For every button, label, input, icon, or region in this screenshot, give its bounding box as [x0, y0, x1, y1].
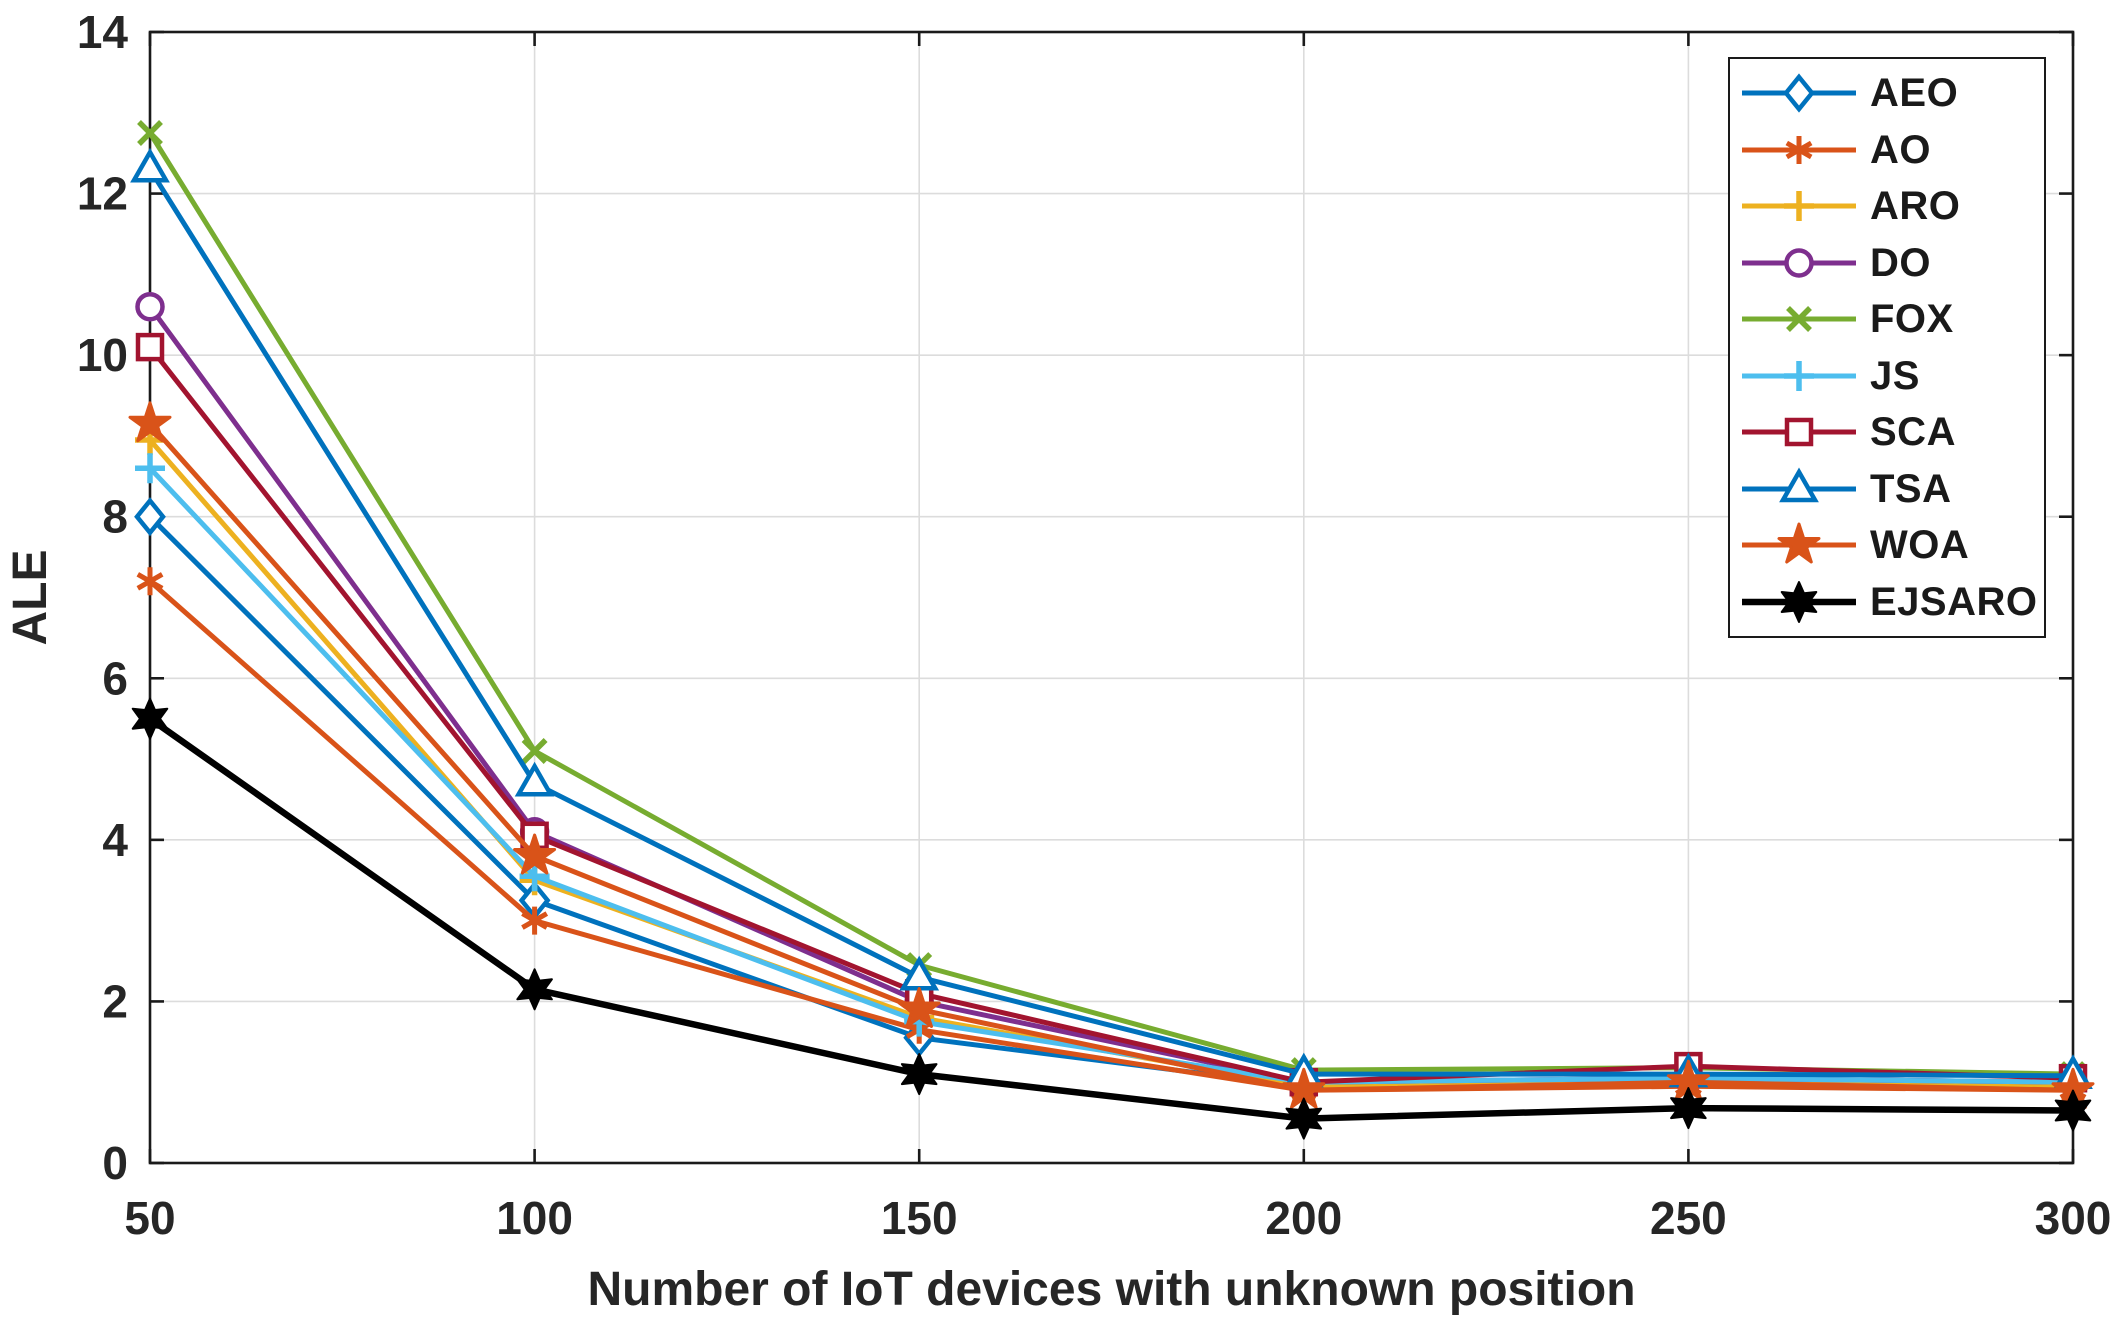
legend-item-SCA: SCA: [1740, 409, 2044, 455]
y-axis-title: ALE: [4, 550, 57, 646]
data-point-AO-50: [136, 567, 164, 596]
legend-item-label: WOA: [1870, 523, 1970, 568]
data-point-AEO-50: [134, 497, 166, 537]
y-tick-label: 14: [77, 6, 129, 58]
legend-swatch-x-icon: [1742, 306, 1856, 333]
legend-swatch-hexagram-icon: [1742, 580, 1856, 623]
series-line-TSA: [147, 166, 2076, 1079]
data-point-WOA-150: [897, 987, 941, 1028]
legend-swatch-circle-icon: [1742, 248, 1856, 278]
data-point-JS-50: [135, 453, 165, 484]
data-point-EJSARO-100: [516, 968, 553, 1011]
legend-swatch-square-icon: [1742, 418, 1856, 447]
x-axis-title: Number of IoT devices with unknown posit…: [587, 1263, 1635, 1316]
x-tick-label: 300: [2035, 1192, 2112, 1244]
data-point-SCA-50: [135, 332, 165, 362]
y-tick-label: 2: [102, 975, 128, 1027]
data-point-DO-50: [135, 291, 165, 322]
legend-item-label: AO: [1870, 127, 1931, 172]
legend-swatch-diamond-icon: [1742, 73, 1856, 113]
legend-item-label: EJSARO: [1870, 579, 2038, 624]
data-point-EJSARO-150: [900, 1053, 938, 1096]
y-tick-label: 12: [77, 168, 128, 220]
x-tick-label: 100: [496, 1192, 573, 1244]
series-line-AO: [147, 578, 2076, 1093]
legend: AEO AO ARO DO FOX JS SCA TSA WOA EJSARO: [1728, 57, 2046, 638]
legend-item-label: AEO: [1870, 71, 1959, 116]
legend-swatch-pentagram-icon: [1742, 522, 1856, 564]
x-tick-label: 200: [1265, 1192, 1342, 1244]
data-point-TSA-100: [514, 761, 555, 797]
legend-item-TSA: TSA: [1740, 466, 2044, 512]
x-tick-label: 150: [881, 1192, 958, 1244]
legend-item-AEO: AEO: [1740, 70, 2044, 116]
data-point-AO-100: [521, 906, 549, 935]
data-point-TSA-50: [130, 147, 170, 183]
data-point-EJSARO-300: [2054, 1089, 2092, 1132]
legend-swatch-asterisk-icon: [1742, 135, 1856, 164]
legend-item-label: ARO: [1870, 184, 1961, 229]
data-point-FOX-100: [521, 738, 548, 764]
legend-swatch-triangle-icon: [1742, 467, 1856, 502]
legend-item-label: TSA: [1870, 466, 1952, 511]
y-tick-label: 0: [102, 1137, 128, 1189]
data-point-FOX-50: [137, 120, 163, 146]
legend-swatch-plus-icon: [1742, 360, 1856, 391]
legend-item-DO: DO: [1740, 240, 2044, 286]
y-tick-label: 6: [102, 652, 128, 704]
legend-item-label: JS: [1870, 353, 1920, 398]
data-point-WOA-50: [128, 401, 172, 443]
y-tick-label: 10: [77, 329, 128, 381]
data-point-EJSARO-50: [131, 697, 169, 740]
legend-item-WOA: WOA: [1740, 522, 2044, 568]
legend-item-label: FOX: [1870, 297, 1954, 342]
legend-item-EJSARO: EJSARO: [1740, 579, 2044, 625]
legend-item-label: SCA: [1870, 410, 1956, 455]
series-line-WOA: [147, 421, 2076, 1093]
x-tick-label: 250: [1650, 1192, 1727, 1244]
series-line-SCA: [147, 344, 2076, 1085]
data-point-EJSARO-200: [1285, 1097, 1323, 1140]
x-tick-label: 50: [124, 1192, 175, 1244]
legend-item-FOX: FOX: [1740, 296, 2044, 342]
data-point-JS-100: [519, 861, 550, 892]
legend-item-label: DO: [1870, 240, 1931, 285]
legend-item-ARO: ARO: [1740, 183, 2044, 229]
y-tick-label: 8: [102, 491, 128, 543]
data-point-EJSARO-250: [1670, 1087, 1707, 1130]
y-tick-label: 4: [102, 814, 128, 866]
plot-border: [148, 30, 2075, 1165]
legend-item-AO: AO: [1740, 127, 2044, 173]
data-point-WOA-100: [513, 833, 557, 875]
series-line-EJSARO: [146, 715, 2077, 1122]
legend-swatch-plus-icon: [1742, 191, 1856, 222]
legend-item-JS: JS: [1740, 353, 2044, 399]
